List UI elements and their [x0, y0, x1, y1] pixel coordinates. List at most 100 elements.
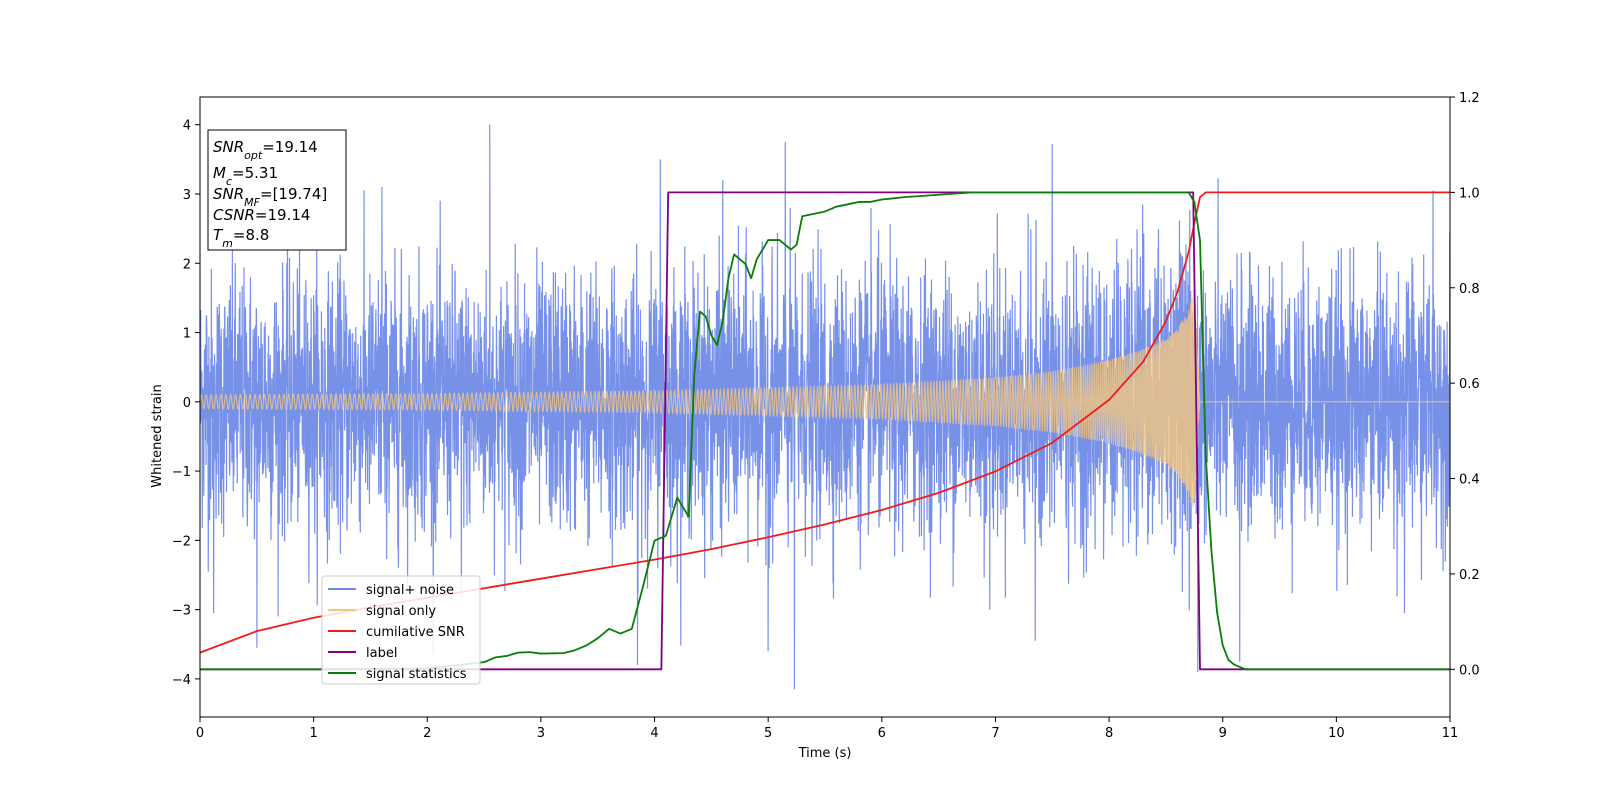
- x-axis-label: Time (s): [798, 746, 852, 761]
- annotation-symbol: SNR: [213, 185, 244, 203]
- y-tick-label: 3: [183, 188, 191, 203]
- x-tick-label: 11: [1442, 726, 1459, 741]
- x-tick-label: 8: [1105, 726, 1113, 741]
- x-tick: 2: [423, 717, 431, 741]
- y-right-tick: 0.2: [1450, 568, 1480, 583]
- y-right-tick-label: 0.6: [1459, 377, 1480, 392]
- series-signal-plus-noise: [200, 124, 1450, 690]
- x-tick-label: 0: [196, 726, 204, 741]
- x-tick: 1: [309, 717, 318, 741]
- y-tick: 1: [183, 327, 200, 342]
- y-tick: 3: [183, 188, 200, 203]
- annotation-value: =[19.74]: [260, 185, 327, 203]
- y-right-tick-label: 1.0: [1459, 186, 1480, 201]
- annotation-subscript: opt: [244, 149, 263, 162]
- annotation-line: CSNR=19.14: [213, 206, 310, 224]
- annotation-subscript: m: [222, 237, 233, 250]
- x-tick: 0: [196, 717, 204, 741]
- x-tick-label: 2: [423, 726, 431, 741]
- y-right-tick: 0.6: [1450, 377, 1480, 392]
- y-right-tick-label: 0.2: [1459, 568, 1480, 583]
- annotation-subscript: c: [226, 175, 232, 188]
- annotation-box: SNRopt=19.14Mc=5.31SNRMF=[19.74]CSNR=19.…: [207, 129, 347, 251]
- y-right-tick: 1.2: [1450, 91, 1480, 106]
- annotation-symbol: CSNR: [213, 206, 255, 224]
- x-tick-label: 10: [1328, 726, 1345, 741]
- annotation-value: =8.8: [233, 226, 269, 244]
- annotation-line: SNRopt=19.14: [213, 138, 318, 162]
- y-tick: 4: [183, 119, 200, 134]
- x-tick-label: 9: [1219, 726, 1227, 741]
- x-tick: 7: [991, 717, 1000, 741]
- x-tick: 9: [1219, 717, 1227, 741]
- annotation-line: Tm=8.8: [213, 226, 269, 250]
- y-tick-label: 2: [183, 257, 191, 272]
- legend-label: label: [366, 646, 397, 661]
- legend-entry: signal statistics: [328, 667, 467, 682]
- legend-entry: label: [328, 646, 397, 661]
- y-tick: 2: [183, 257, 200, 272]
- y-right-tick-label: 0.4: [1459, 473, 1480, 488]
- annotation-line: Mc=5.31: [213, 164, 278, 188]
- x-tick-label: 3: [537, 726, 545, 741]
- y-tick-label: 0: [183, 396, 191, 411]
- legend-label: cumilative SNR: [366, 625, 465, 640]
- annotation-symbol: SNR: [213, 138, 244, 156]
- legend-frame: [321, 575, 481, 685]
- y-right-tick-label: 0.0: [1459, 663, 1480, 678]
- y-right-tick-label: 0.8: [1459, 282, 1480, 297]
- legend-label: signal only: [366, 604, 436, 619]
- x-tick-label: 4: [650, 726, 658, 741]
- x-tick: 8: [1105, 717, 1113, 741]
- y-tick-label: −3: [172, 604, 191, 619]
- x-tick: 10: [1328, 717, 1345, 741]
- legend-entry: cumilative SNR: [328, 625, 465, 640]
- x-axis: 0 1 2 3 4 5 6 7 8 9 10 11: [196, 717, 1458, 741]
- y-right-tick-label: 1.2: [1459, 91, 1480, 106]
- series-signal-only: [200, 290, 1450, 508]
- annotation-subscript: MF: [244, 196, 260, 209]
- y-axis-right: 0.0 0.2 0.4 0.6 0.8 1.0 1.2: [1450, 91, 1480, 678]
- y-tick-label: −1: [172, 465, 191, 480]
- y-tick: −4: [172, 673, 200, 688]
- x-tick-label: 7: [991, 726, 999, 741]
- y-tick-label: 1: [183, 327, 191, 342]
- legend-label: signal statistics: [366, 667, 467, 682]
- y-tick: −3: [172, 604, 200, 619]
- y-tick: −2: [172, 534, 200, 549]
- annotation-symbol: T: [213, 226, 224, 244]
- legend-entry: signal+ noise: [328, 583, 454, 598]
- x-tick-label: 1: [309, 726, 317, 741]
- x-tick: 6: [878, 717, 886, 741]
- annotation-line: SNRMF=[19.74]: [213, 185, 327, 209]
- y-right-tick: 1.0: [1450, 186, 1480, 201]
- x-tick: 4: [650, 717, 659, 741]
- y-tick: −1: [172, 465, 200, 480]
- annotation-symbol: M: [213, 164, 226, 182]
- y-tick: 0: [183, 396, 200, 411]
- y-tick-label: −4: [172, 673, 191, 688]
- y-right-tick: 0.0: [1450, 663, 1480, 678]
- annotation-value: =5.31: [232, 164, 278, 182]
- legend-label: signal+ noise: [366, 583, 454, 598]
- series-signal-statistics: [200, 191, 1450, 671]
- annotation-value: =19.14: [255, 206, 311, 224]
- y-axis-left: −4 −3 −2 −1 0 1 2 3 4: [172, 119, 200, 688]
- x-tick: 3: [537, 717, 545, 741]
- series-label: [200, 191, 1450, 671]
- y-tick-label: −2: [172, 534, 191, 549]
- x-tick: 11: [1442, 717, 1459, 741]
- legend: signal+ noise signal only cumilative SNR la…: [321, 575, 481, 685]
- x-tick-label: 5: [764, 726, 772, 741]
- y-right-tick: 0.8: [1450, 282, 1480, 297]
- y-axis-label: Whitened strain: [150, 384, 165, 487]
- annotation-box-frame: [207, 129, 347, 251]
- x-tick: 5: [764, 717, 772, 741]
- legend-entry: signal only: [328, 604, 436, 619]
- annotation-value: =19.14: [262, 138, 318, 156]
- x-tick-label: 6: [878, 726, 886, 741]
- y-right-tick: 0.4: [1450, 473, 1480, 488]
- plot-frame: [199, 96, 1451, 718]
- y-tick-label: 4: [183, 119, 191, 134]
